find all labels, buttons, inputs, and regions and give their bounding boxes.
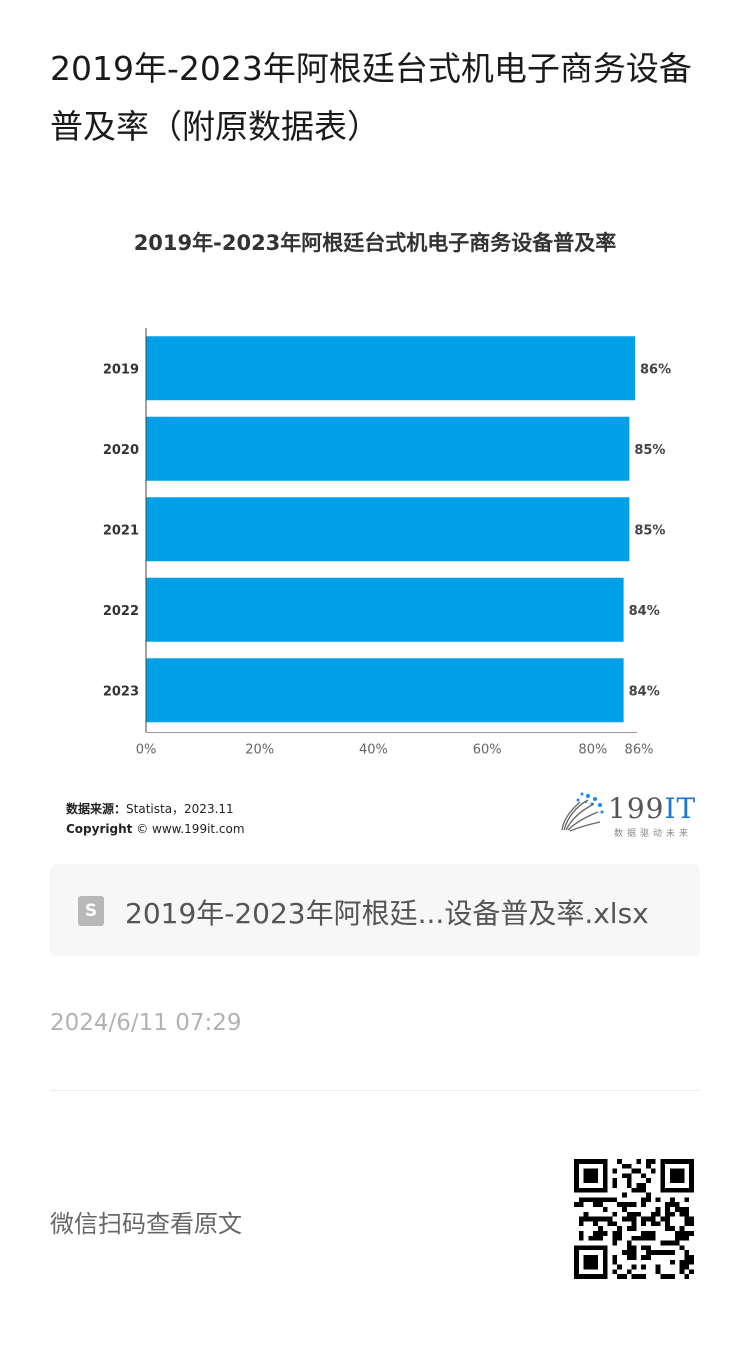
category-label: 2021 bbox=[103, 523, 139, 538]
data-label: 85% bbox=[634, 443, 665, 458]
data-label: 84% bbox=[629, 684, 660, 699]
logo-slogan: 数据驱动未来 bbox=[614, 829, 693, 839]
chart-title: 2019年-2023年阿根廷台式机电子商务设备普及率 bbox=[133, 231, 617, 255]
attachment-card[interactable]: S 2019年-2023年阿根廷...设备普及率.xlsx bbox=[50, 864, 700, 956]
category-label: 2022 bbox=[103, 604, 139, 619]
chart-image[interactable]: 2019年-2023年阿根廷台式机电子商务设备普及率 2019 86% 2020 85… bbox=[50, 205, 700, 845]
spreadsheet-file-icon: S bbox=[78, 896, 104, 926]
x-tick-label: 0% bbox=[136, 743, 157, 758]
dandelion-logo-icon bbox=[561, 792, 604, 832]
bar-chart: 2019 86% 2020 85% 2021 85% 2022 84% 2023 84% 0% 20%… bbox=[103, 328, 671, 758]
source-value: Statista，2023.11 bbox=[126, 802, 234, 816]
copyright-value: © www.199it.com bbox=[136, 822, 245, 836]
chart-source: 数据来源：Statista，2023.11 Copyright © www.19… bbox=[66, 799, 245, 839]
attachment-file-name[interactable]: 2019年-2023年阿根廷...设备普及率.xlsx bbox=[125, 897, 649, 930]
x-tick-label: 20% bbox=[245, 743, 274, 758]
x-tick-label: 80% bbox=[578, 743, 607, 758]
bar-2020 bbox=[146, 416, 630, 481]
logo-199it: 199IT 数据驱动未来 bbox=[558, 790, 697, 840]
divider bbox=[50, 1090, 700, 1091]
scan-to-view-label: 微信扫码查看原文 bbox=[50, 1210, 242, 1238]
data-label: 84% bbox=[629, 604, 660, 619]
qr-code-icon[interactable] bbox=[574, 1159, 694, 1279]
logo-text-it: IT bbox=[664, 792, 697, 825]
category-label: 2023 bbox=[103, 684, 139, 699]
bar-2021 bbox=[146, 497, 630, 562]
data-label: 85% bbox=[634, 523, 665, 538]
x-tick-label: 86% bbox=[625, 743, 654, 758]
logo-text-number: 199 bbox=[608, 792, 665, 825]
data-label: 86% bbox=[640, 362, 671, 377]
category-label: 2019 bbox=[103, 362, 139, 377]
post-date: 2024/6/11 07:29 bbox=[50, 1010, 242, 1036]
x-tick-label: 40% bbox=[359, 743, 388, 758]
bar-2023 bbox=[146, 658, 624, 723]
copyright-label: Copyright bbox=[66, 822, 133, 836]
article-title: 2019年-2023年阿根廷台式机电子商务设备普及率（附原数据表） bbox=[50, 49, 692, 146]
category-label: 2020 bbox=[103, 443, 139, 458]
source-label: 数据来源： bbox=[66, 802, 127, 816]
x-tick-label: 60% bbox=[473, 743, 502, 758]
bar-2022 bbox=[146, 577, 624, 642]
bar-2019 bbox=[146, 336, 635, 401]
